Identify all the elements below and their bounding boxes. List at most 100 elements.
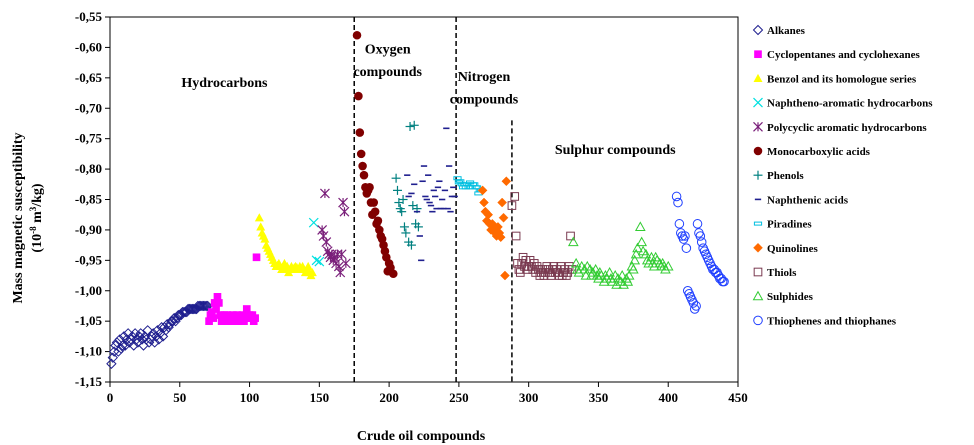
- data-point: [113, 346, 124, 357]
- legend-label: Alkanes: [767, 25, 806, 37]
- data-point: [483, 209, 494, 220]
- data-point: [142, 325, 153, 336]
- data-point: [338, 197, 348, 208]
- series-group: [507, 192, 577, 280]
- data-point: [307, 268, 317, 277]
- data-point: [369, 198, 379, 207]
- data-point: [719, 276, 729, 287]
- legend-label: Thiols: [767, 267, 797, 279]
- data-point: [753, 73, 763, 82]
- data-point: [108, 346, 120, 357]
- data-point: [136, 334, 148, 345]
- data-point: [753, 221, 763, 226]
- series-group: [477, 176, 512, 281]
- data-point: [397, 207, 407, 217]
- data-point: [127, 331, 138, 342]
- data-point: [132, 337, 144, 348]
- data-point: [618, 279, 629, 289]
- data-point: [607, 276, 618, 286]
- data-point: [413, 222, 423, 232]
- y-tick-label: -1,00: [75, 283, 102, 298]
- y-tick-label: -1,10: [75, 344, 102, 359]
- legend-label: Quinolines: [767, 243, 818, 255]
- data-point: [107, 352, 118, 363]
- series-group: [671, 191, 729, 314]
- data-point: [753, 146, 763, 156]
- data-point: [339, 206, 350, 217]
- data-point: [566, 231, 575, 241]
- data-point: [405, 122, 415, 131]
- data-point: [365, 183, 374, 192]
- data-point: [696, 237, 707, 247]
- legend: Alkanes Cyclopentanes and cyclohexanes Ben…: [752, 24, 933, 327]
- data-point: [308, 217, 319, 228]
- x-tick-label: 300: [519, 390, 539, 405]
- y-tick-label: -0,55: [75, 9, 103, 24]
- region-label: Nitrogen: [458, 70, 511, 85]
- data-point: [573, 266, 585, 277]
- data-point: [495, 232, 506, 243]
- data-point: [333, 261, 344, 272]
- data-point: [752, 290, 764, 301]
- data-point: [399, 222, 409, 232]
- x-tick-label: 100: [240, 390, 260, 405]
- legend-item: Piradines: [753, 219, 812, 231]
- data-point: [317, 224, 328, 235]
- data-point: [580, 270, 592, 280]
- x-axis-title: Crude oil compounds: [357, 429, 486, 444]
- data-point: [593, 273, 604, 283]
- data-point: [355, 128, 365, 137]
- data-point: [111, 337, 123, 348]
- data-point: [117, 340, 128, 351]
- data-point: [242, 305, 251, 313]
- data-point: [160, 325, 172, 336]
- data-point: [212, 305, 220, 313]
- data-point: [314, 256, 325, 267]
- data-point: [623, 270, 635, 280]
- legend-label: Naphthenic acids: [767, 194, 849, 206]
- legend-item: Thiophenes and thiophanes: [753, 315, 897, 327]
- legend-item: Quinolines: [753, 243, 818, 255]
- x-tick-label: 50: [173, 390, 186, 405]
- x-tick-label: 0: [107, 390, 114, 405]
- region-label: Sulphur compounds: [555, 143, 676, 158]
- data-point: [389, 269, 398, 278]
- legend-label: Phenols: [767, 170, 804, 182]
- data-point: [149, 337, 160, 348]
- y-tick-label: -0,95: [75, 252, 103, 267]
- data-point: [674, 219, 685, 229]
- data-point: [321, 237, 332, 248]
- y-tick-label: -1,05: [75, 313, 103, 328]
- y-tick-label: -0,70: [75, 100, 102, 115]
- data-point: [354, 91, 363, 101]
- data-point: [373, 216, 383, 226]
- legend-label: Cyclopentanes and cyclohexanes: [767, 49, 921, 61]
- series-group: [205, 253, 261, 325]
- data-point: [695, 231, 706, 241]
- data-point: [171, 312, 183, 324]
- region-label: compounds: [353, 65, 422, 80]
- series-group: [391, 120, 423, 250]
- data-point: [391, 173, 401, 183]
- data-point: [510, 192, 520, 201]
- data-point: [754, 50, 762, 59]
- data-point: [692, 219, 703, 229]
- legend-label: Naphtheno-aromatic hydrocarbons: [767, 98, 933, 110]
- data-point: [507, 201, 517, 210]
- data-point: [213, 293, 222, 301]
- data-point: [336, 249, 347, 260]
- data-point: [303, 261, 313, 271]
- x-tick-label: 400: [658, 390, 678, 405]
- legend-item: Naphthenic acids: [754, 194, 849, 206]
- data-point: [210, 299, 219, 307]
- x-tick-label: 150: [310, 390, 330, 405]
- data-point: [409, 120, 419, 130]
- data-point: [254, 213, 264, 222]
- data-point: [688, 298, 699, 308]
- legend-item: Phenols: [753, 170, 804, 182]
- data-point: [356, 149, 366, 159]
- data-point: [634, 221, 646, 231]
- data-point: [215, 299, 223, 307]
- data-point: [622, 276, 634, 286]
